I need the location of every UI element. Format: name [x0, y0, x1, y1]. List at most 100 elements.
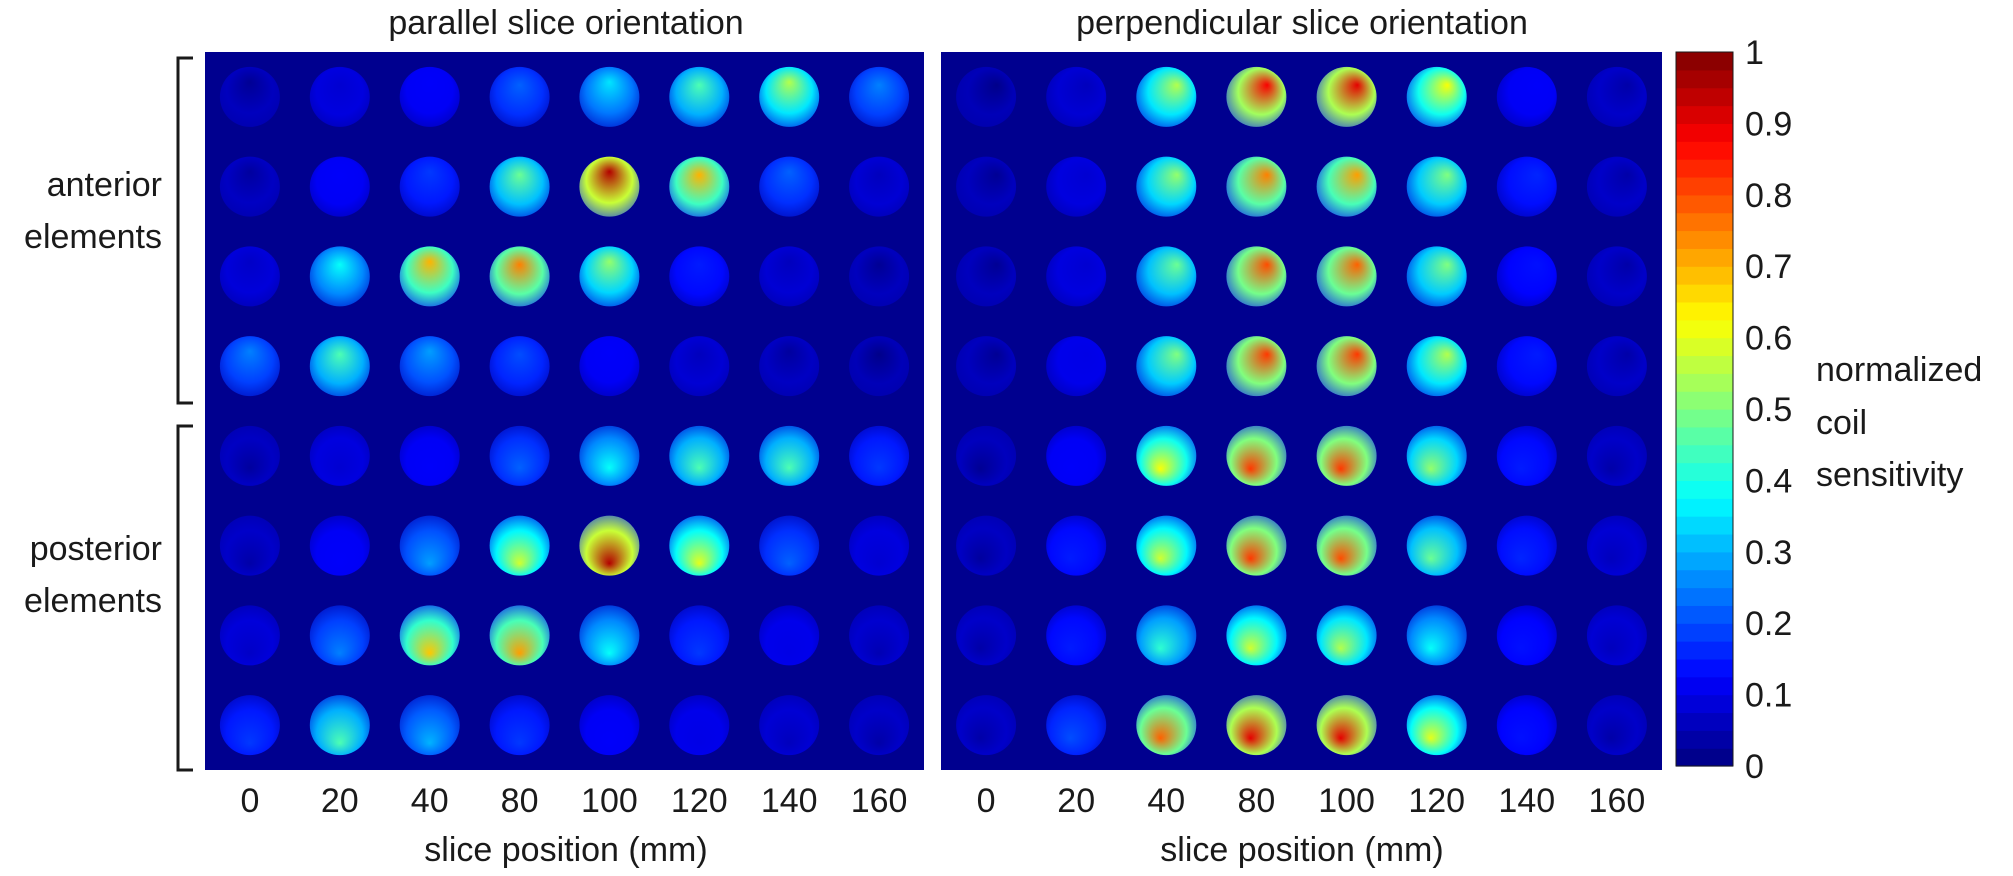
- sensitivity-map-cell: [956, 246, 1017, 307]
- sensitivity-map-cell: [1586, 156, 1647, 217]
- x-tick-label: 160: [851, 782, 908, 820]
- colorbar-level: [1676, 462, 1733, 481]
- x-tick-label: 20: [1057, 782, 1095, 820]
- sensitivity-map-cell: [1226, 695, 1287, 756]
- sensitivity-map-cell: [956, 695, 1017, 756]
- colorbar-tick-labels: 0 0.1 0.2 0.3 0.4 0.5 0.6 0.7 0.8 0.9 1: [1745, 34, 1792, 786]
- posterior-bracket: [176, 424, 193, 772]
- colorbar-level: [1676, 498, 1733, 517]
- colorbar-level: [1676, 712, 1733, 731]
- sensitivity-map-cell: [1046, 695, 1107, 756]
- sensitivity-map-cell: [579, 246, 640, 307]
- x-tick-label: 0: [977, 782, 996, 820]
- sensitivity-map-cell: [1406, 695, 1467, 756]
- sensitivity-map-cell: [1496, 515, 1557, 576]
- colorbar-level: [1676, 569, 1733, 589]
- colorbar-level: [1676, 337, 1733, 357]
- sensitivity-map-cell: [1496, 336, 1557, 397]
- sensitivity-map-cell: [309, 605, 370, 666]
- sensitivity-map-cell: [1496, 695, 1557, 756]
- sensitivity-map-cell: [489, 425, 550, 486]
- row-group-label-anterior: anterior elements: [24, 166, 162, 256]
- sensitivity-map-cell: [1136, 246, 1197, 307]
- x-tick-label: 120: [671, 782, 728, 820]
- sensitivity-map-cell: [1046, 515, 1107, 576]
- x-tick-label: 80: [501, 782, 539, 820]
- colorbar-level: [1676, 409, 1733, 428]
- sensitivity-map-cell: [399, 246, 460, 307]
- sensitivity-map-cell: [309, 66, 370, 127]
- sensitivity-map-cell: [1496, 425, 1557, 486]
- sensitivity-map-cell: [219, 246, 280, 307]
- colorbar-tick-label: 0.8: [1745, 177, 1792, 215]
- panel-title-parallel: parallel slice orientation: [388, 4, 743, 42]
- sensitivity-map-cell: [669, 246, 730, 307]
- sensitivity-map-cell: [1136, 695, 1197, 756]
- colorbar-label: normalized coil sensitivity: [1816, 351, 1982, 494]
- x-tick-label: 140: [761, 782, 818, 820]
- colorbar-level: [1676, 730, 1733, 749]
- sensitivity-map-cell: [1496, 156, 1557, 217]
- colorbar-level: [1676, 105, 1733, 124]
- x-axis-label-parallel: slice position (mm): [424, 831, 707, 869]
- panel-perpendicular-background: [941, 52, 1662, 770]
- sensitivity-map-cell: [849, 336, 910, 397]
- sensitivity-map-cell: [1496, 246, 1557, 307]
- sensitivity-map-cell: [219, 156, 280, 217]
- sensitivity-map-cell: [1586, 605, 1647, 666]
- sensitivity-map-cell: [1316, 246, 1377, 307]
- colorbar-level: [1676, 52, 1733, 71]
- sensitivity-map-cell: [1226, 66, 1287, 127]
- sensitivity-map-cell: [1046, 66, 1107, 127]
- sensitivity-map-cell: [1406, 605, 1467, 666]
- sensitivity-map-cell: [669, 695, 730, 756]
- colorbar-level: [1676, 301, 1733, 321]
- sensitivity-map-cell: [219, 515, 280, 576]
- colorbar-tick-label: 0.4: [1745, 462, 1792, 500]
- sensitivity-map-cell: [1136, 425, 1197, 486]
- panel-title-perpendicular: perpendicular slice orientation: [1076, 4, 1528, 42]
- sensitivity-map-cell: [399, 156, 460, 217]
- sensitivity-map-cell: [1316, 156, 1377, 217]
- sensitivity-map-cell: [849, 156, 910, 217]
- sensitivity-map-cell: [1406, 156, 1467, 217]
- sensitivity-map-cell: [759, 605, 820, 666]
- sensitivity-map-cell: [1586, 246, 1647, 307]
- colorbar-level: [1676, 212, 1733, 232]
- sensitivity-map-cell: [579, 515, 640, 576]
- colorbar-tick-label: 0.7: [1745, 248, 1792, 286]
- sensitivity-map-cell: [1226, 336, 1287, 397]
- sensitivity-map-cell: [489, 695, 550, 756]
- sensitivity-map-cell: [1316, 695, 1377, 756]
- sensitivity-map-cell: [579, 336, 640, 397]
- sensitivity-map-cell: [1316, 425, 1377, 486]
- sensitivity-map-cell: [1406, 246, 1467, 307]
- sensitivity-map-cell: [1496, 66, 1557, 127]
- sensitivity-map-cell: [309, 695, 370, 756]
- sensitivity-map-cell: [1226, 156, 1287, 217]
- sensitivity-map-cell: [1136, 515, 1197, 576]
- row-group-label-posterior: posterior elements: [24, 530, 162, 620]
- sensitivity-map-cell: [1586, 336, 1647, 397]
- sensitivity-map-cell: [399, 66, 460, 127]
- x-tick-label: 160: [1589, 782, 1646, 820]
- colorbar-level: [1676, 159, 1733, 178]
- sensitivity-map-cell: [956, 66, 1017, 127]
- colorbar-tick-label: 0.6: [1745, 320, 1792, 358]
- sensitivity-map-cell: [669, 515, 730, 576]
- colorbar-tick-label: 0.1: [1745, 677, 1792, 715]
- sensitivity-map-cell: [219, 425, 280, 486]
- sensitivity-map-cell: [669, 66, 730, 127]
- sensitivity-map-cell: [579, 605, 640, 666]
- sensitivity-map-cell: [309, 336, 370, 397]
- sensitivity-map-cell: [489, 156, 550, 217]
- colorbar-level: [1676, 426, 1733, 446]
- sensitivity-map-cell: [1226, 605, 1287, 666]
- sensitivity-map-cell: [669, 336, 730, 397]
- sensitivity-map-cell: [1406, 425, 1467, 486]
- sensitivity-map-cell: [399, 425, 460, 486]
- sensitivity-map-cell: [1226, 425, 1287, 486]
- x-tick-label: 120: [1408, 782, 1465, 820]
- sensitivity-map-cell: [669, 425, 730, 486]
- sensitivity-map-cell: [759, 156, 820, 217]
